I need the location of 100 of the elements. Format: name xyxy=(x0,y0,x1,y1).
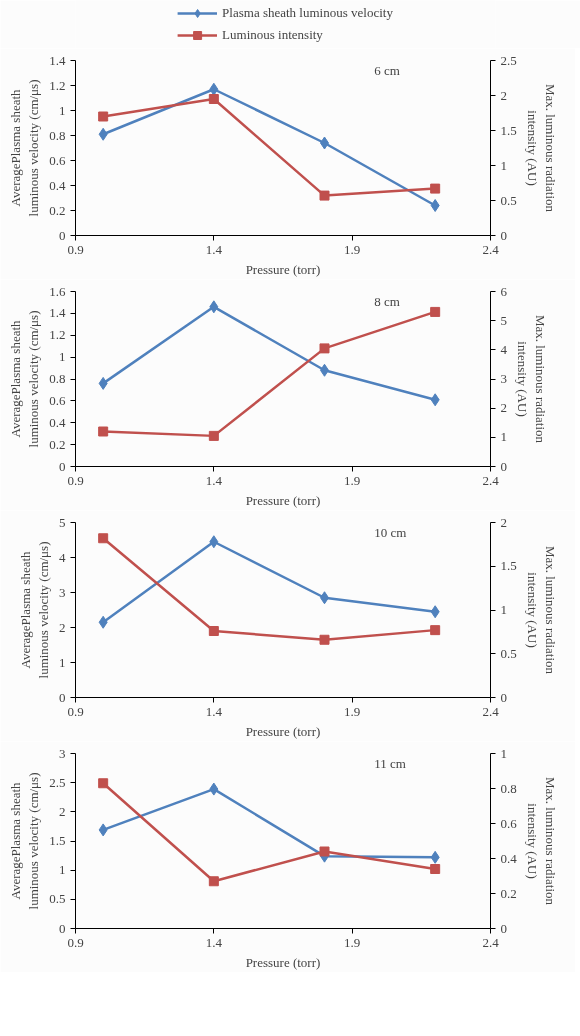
annotation: 8 cm xyxy=(374,294,400,309)
x-tick-label: 1.9 xyxy=(344,703,361,719)
x-tick-label: 2.4 xyxy=(482,472,500,488)
legend-label: Plasma sheath luminous velocity xyxy=(222,5,393,21)
x-axis-title: Pressure (torr) xyxy=(245,723,321,739)
y-tick-label: 1 xyxy=(59,349,66,365)
y-tick-label: 0.4 xyxy=(49,414,66,430)
y2-tick-label: 5 xyxy=(500,312,507,328)
x-tick-label: 0.9 xyxy=(67,241,84,257)
point xyxy=(98,778,109,789)
y2-tick-label: 0.5 xyxy=(500,645,517,661)
y-tick-label: 5 xyxy=(59,514,66,530)
y2-axis-title: Max. luminous radiation intensity (AU) xyxy=(524,776,558,906)
y2-tick-label: 1.5 xyxy=(500,122,517,138)
y-tick-label: 0.8 xyxy=(49,371,66,386)
y-tick-label: 0 xyxy=(59,689,66,705)
point xyxy=(209,300,219,314)
point xyxy=(430,605,440,619)
y-tick-label: 1.2 xyxy=(49,77,66,93)
y-tick-label: 0.4 xyxy=(49,177,66,193)
x-tick-label: 2.4 xyxy=(482,703,500,719)
x-tick-label: 1.4 xyxy=(205,703,223,719)
y-tick-label: 4 xyxy=(59,549,66,565)
y2-tick-label: 1 xyxy=(500,429,507,445)
point xyxy=(430,306,441,317)
point xyxy=(98,426,109,437)
y2-axis-title: Max. luminous radiation intensity (AU) xyxy=(524,83,558,213)
point xyxy=(209,82,219,96)
point xyxy=(98,615,108,629)
y-tick-label: 1 xyxy=(59,102,66,118)
point xyxy=(319,846,330,857)
y2-axis-title: Max. luminous radiation intensity (AU) xyxy=(524,545,558,675)
point xyxy=(430,850,440,864)
y-tick-label: 0 xyxy=(59,920,66,936)
y2-tick-label: 2 xyxy=(500,400,507,416)
point xyxy=(430,183,441,194)
point xyxy=(208,430,219,441)
point xyxy=(430,393,440,407)
y-tick-label: 1 xyxy=(59,654,66,670)
point xyxy=(319,190,330,201)
annotation: 6 cm xyxy=(374,63,400,78)
y-tick-label: 0.6 xyxy=(49,152,66,168)
point xyxy=(209,535,219,549)
y2-tick-label: 1.5 xyxy=(500,558,517,574)
y-tick-label: 0.8 xyxy=(49,127,66,143)
y2-tick-label: 0 xyxy=(500,689,507,705)
point xyxy=(209,782,219,796)
y2-tick-label: 1 xyxy=(500,157,507,173)
y-axis-title: AveragePlasma sheath luminous velocity (cm/μs) xyxy=(8,310,42,448)
y-tick-label: 0 xyxy=(59,227,66,243)
point xyxy=(430,199,440,212)
y-tick-label: 1.2 xyxy=(49,327,66,343)
x-tick-label: 2.4 xyxy=(482,241,500,257)
y2-tick-label: 0.5 xyxy=(500,192,517,208)
point xyxy=(208,626,219,636)
x-axis-title: Pressure (torr) xyxy=(245,261,321,277)
y-tick-label: 1.6 xyxy=(49,283,66,299)
point xyxy=(98,823,108,837)
point xyxy=(319,343,330,354)
point xyxy=(98,111,109,122)
y-tick-label: 0.5 xyxy=(49,891,66,907)
y-tick-label: 0.2 xyxy=(49,436,66,452)
y2-tick-label: 4 xyxy=(500,341,508,357)
y2-tick-label: 3 xyxy=(500,371,507,386)
y2-tick-label: 0.2 xyxy=(500,885,517,901)
y-tick-label: 2 xyxy=(59,619,66,635)
y2-tick-label: 0 xyxy=(500,920,507,936)
point xyxy=(319,634,330,645)
x-tick-label: 0.9 xyxy=(67,472,84,488)
y2-tick-label: 2 xyxy=(500,514,507,530)
y-tick-label: 2.5 xyxy=(49,774,66,790)
y-axis-title: AveragePlasma sheath luminous velocity (cm/μs) xyxy=(8,772,42,910)
point xyxy=(98,533,109,544)
x-tick-label: 2.4 xyxy=(482,934,500,950)
y-tick-label: 1.5 xyxy=(49,833,66,848)
y-axis-title: AveragePlasma sheath luminous velocity (cm/μs) xyxy=(8,79,42,217)
y2-tick-label: 2 xyxy=(500,87,507,103)
point xyxy=(98,376,108,390)
y2-tick-label: 0 xyxy=(500,227,507,243)
x-tick-label: 1.4 xyxy=(205,241,223,257)
y2-tick-label: 1 xyxy=(500,745,507,761)
y-tick-label: 3 xyxy=(59,584,66,600)
y2-tick-label: 6 xyxy=(500,283,508,299)
y2-tick-label: 0.8 xyxy=(500,780,517,796)
y2-tick-label: 1 xyxy=(500,602,507,617)
x-axis-title: Pressure (torr) xyxy=(245,492,321,508)
y-tick-label: 0 xyxy=(59,458,66,474)
annotation: 10 cm xyxy=(374,525,407,540)
x-tick-label: 1.9 xyxy=(344,472,361,488)
x-tick-label: 0.9 xyxy=(67,703,84,719)
annotation: 11 cm xyxy=(374,756,406,771)
y2-tick-label: 0.4 xyxy=(500,850,518,866)
point xyxy=(430,625,441,636)
y-tick-label: 2 xyxy=(59,803,66,819)
point xyxy=(208,94,219,104)
point xyxy=(208,876,219,887)
x-tick-label: 1.9 xyxy=(344,241,361,257)
y2-axis-title: Max. luminous radiation intensity (AU) xyxy=(515,314,548,444)
point xyxy=(430,864,441,874)
y2-tick-label: 2.5 xyxy=(500,52,517,68)
